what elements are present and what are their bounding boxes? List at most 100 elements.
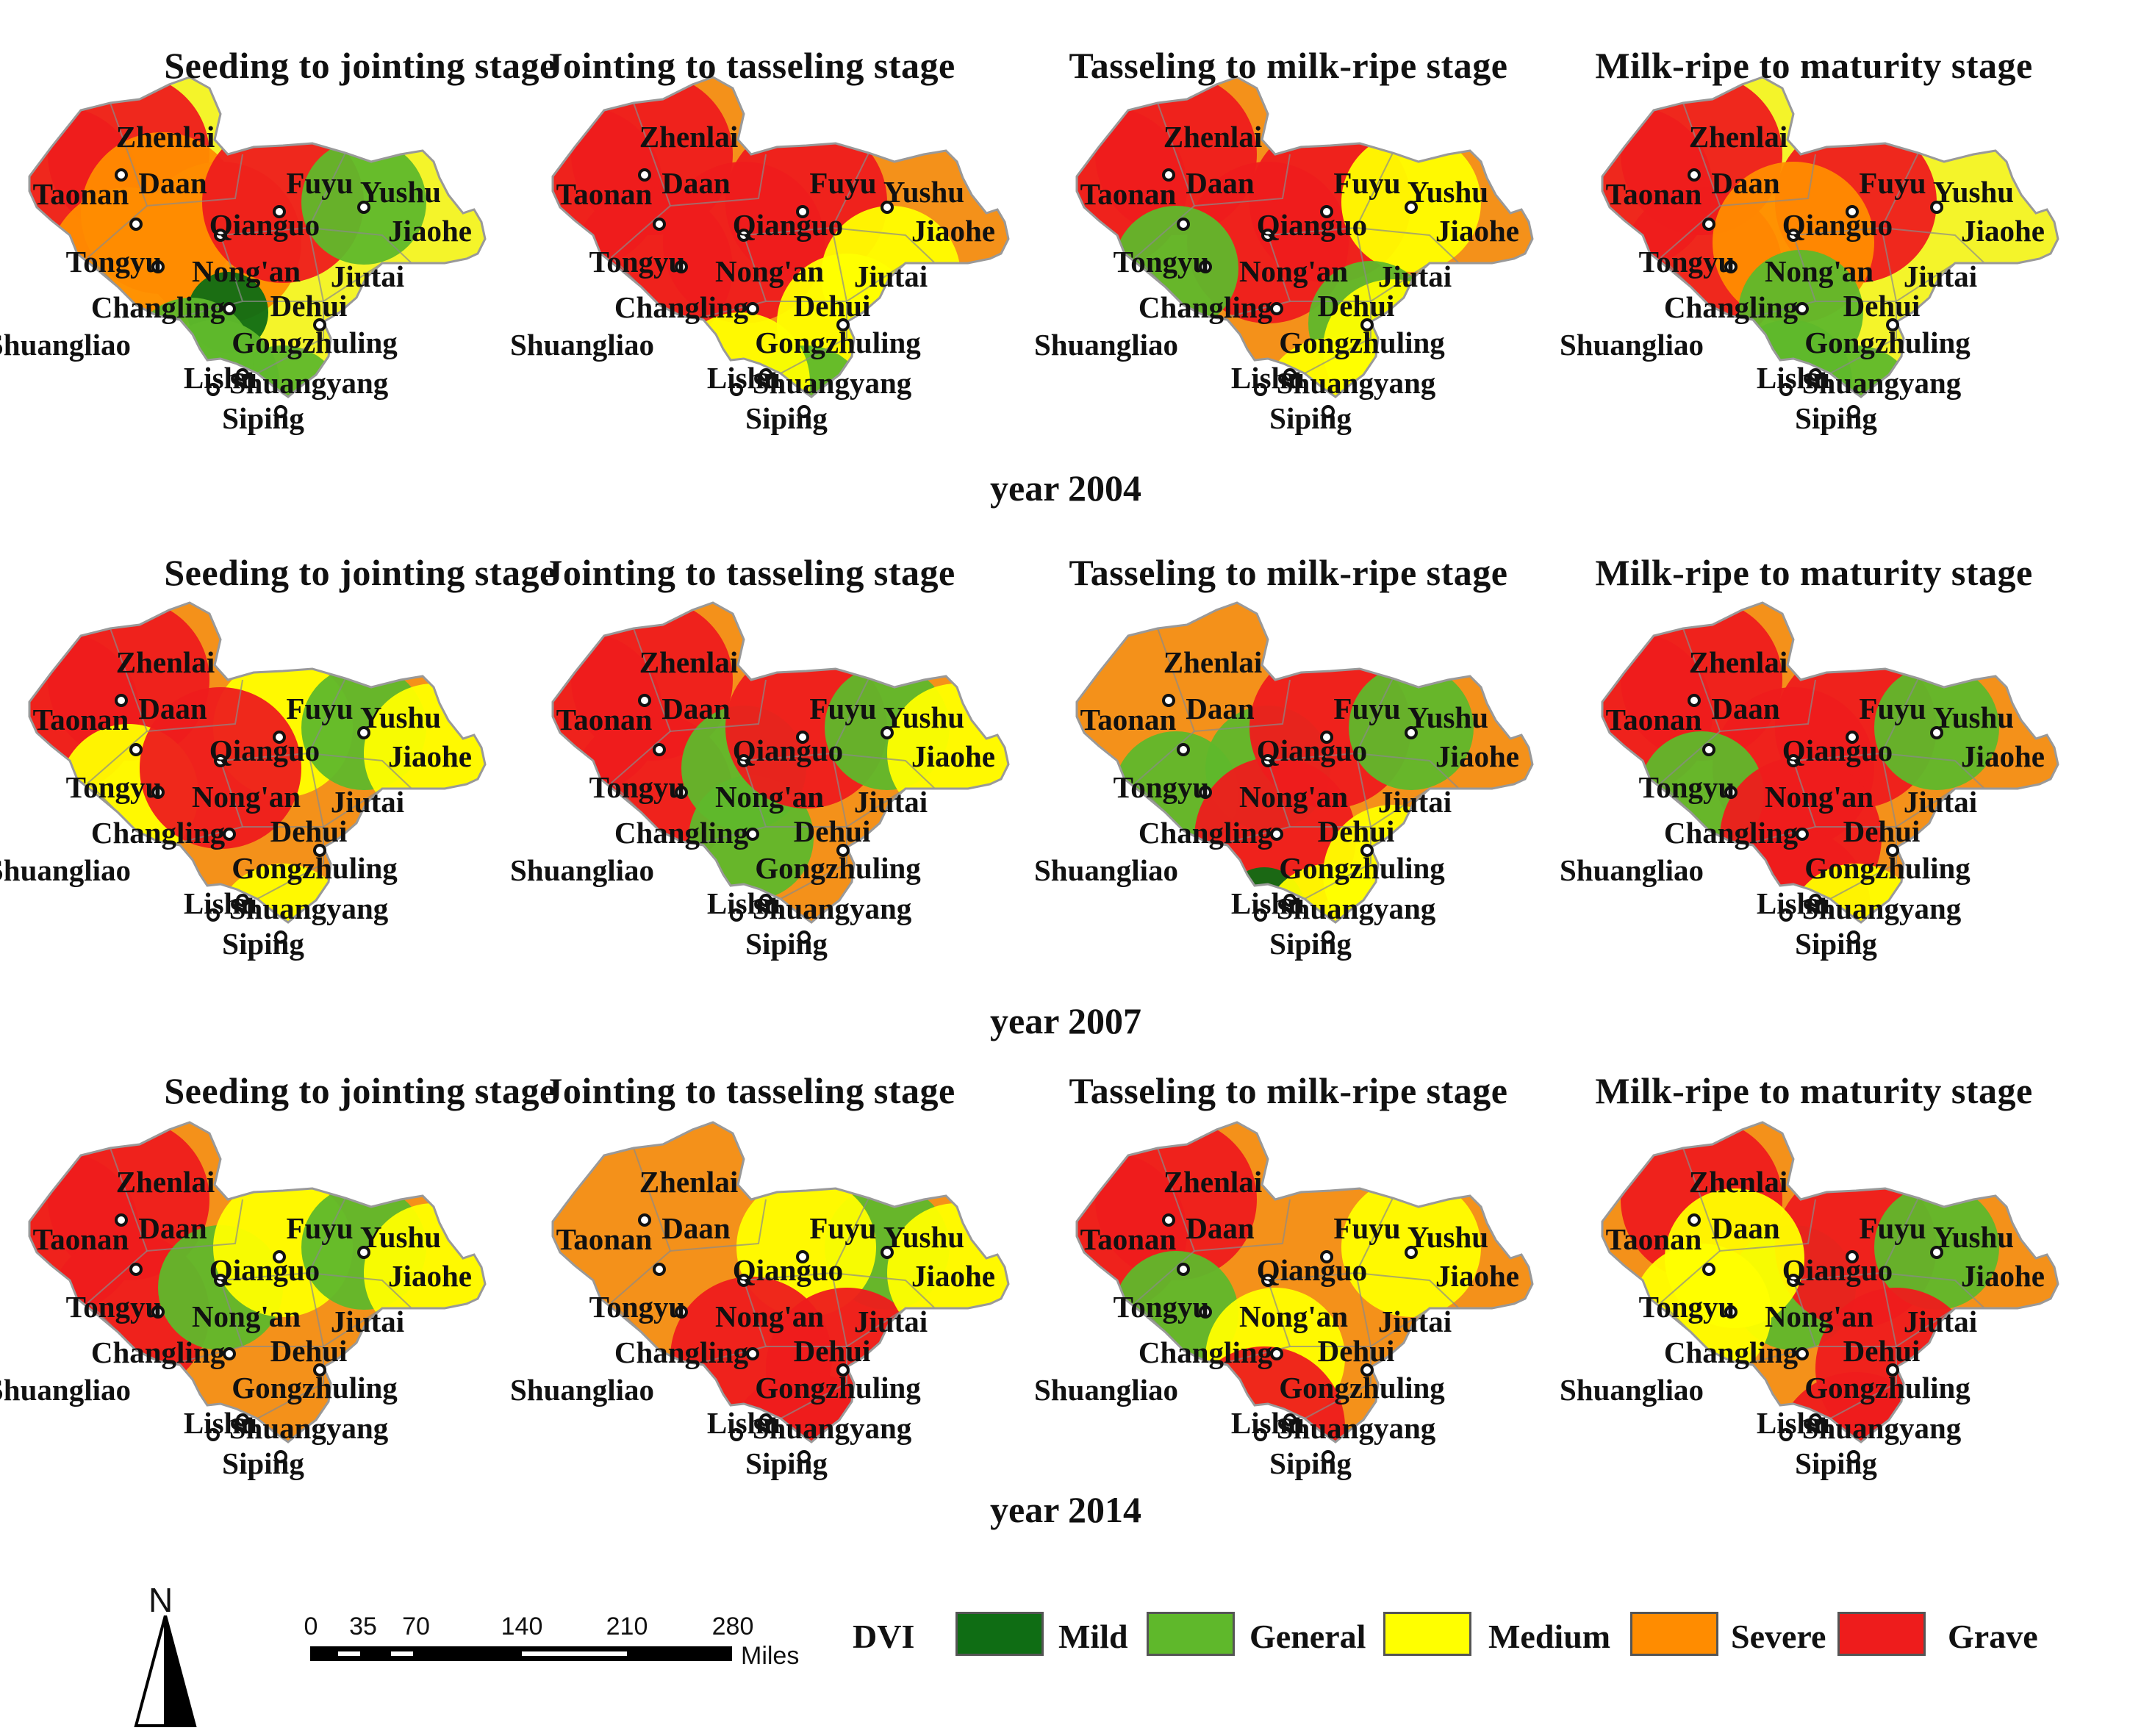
scale-tick-label: 35	[349, 1613, 377, 1640]
city-label: Nong'an	[192, 780, 301, 814]
scale-tick-label: 280	[711, 1613, 754, 1640]
city-label: Shuangliao	[1034, 1373, 1178, 1407]
city-label: Lishu	[707, 361, 781, 395]
panel-title: Seeding to jointing stage	[164, 552, 556, 593]
city-marker	[746, 828, 759, 841]
city-label: Gongzhuling	[232, 851, 398, 885]
city-label: Daan	[661, 692, 731, 725]
city-label: Yushu	[360, 700, 441, 734]
city-label: Dehui	[1318, 1334, 1395, 1368]
city-label: Shuangyang	[229, 1411, 389, 1445]
city-label: Shuangliao	[1560, 1373, 1704, 1407]
city-label: Fuyu	[1859, 692, 1926, 725]
city-label: Tongyu	[589, 245, 686, 279]
legend-swatch-severe	[1630, 1612, 1718, 1656]
city-marker	[214, 754, 227, 767]
city-label: Tongyu	[1114, 770, 1210, 804]
province-outline	[1075, 601, 1534, 924]
north-arrow-icon	[134, 1615, 197, 1727]
city-label: Nong'an	[1239, 254, 1348, 288]
city-label: Jiutai	[1378, 259, 1452, 293]
city-label: Jiutai	[331, 259, 404, 293]
legend-label-grave: Grave	[1948, 1618, 2038, 1655]
city-label: Shuangyang	[753, 892, 912, 925]
city-marker	[796, 205, 809, 218]
city-label: Taonan	[556, 177, 653, 211]
city-label: Jiutai	[854, 1305, 928, 1338]
city-label: Daan	[1186, 692, 1255, 725]
city-marker	[1199, 786, 1212, 799]
city-label: Dehui	[1843, 1334, 1921, 1368]
city-marker	[796, 731, 809, 744]
city-label: Qianguo	[1782, 1253, 1893, 1287]
city-label: Shuangliao	[0, 853, 131, 887]
city-label: Daan	[1186, 1211, 1255, 1245]
city-label: Siping	[745, 927, 828, 961]
city-marker	[1360, 318, 1374, 331]
city-marker	[223, 828, 236, 841]
city-label: Nong'an	[715, 254, 824, 288]
city-marker	[737, 1274, 750, 1287]
city-marker	[1796, 302, 1809, 315]
city-label: Yushu	[1408, 1220, 1488, 1254]
city-label: Dehui	[794, 289, 871, 323]
city-marker	[273, 205, 286, 218]
city-marker	[1688, 694, 1701, 707]
city-label: Shuangyang	[1277, 892, 1436, 925]
province-outline	[551, 76, 1010, 398]
city-label: Gongzhuling	[755, 1371, 921, 1405]
city-label: Yushu	[1933, 175, 2014, 209]
city-label: Tongyu	[1639, 770, 1735, 804]
city-label: Gongzhuling	[232, 326, 398, 359]
city-label: Shuangyang	[1802, 892, 1962, 925]
city-marker	[638, 168, 651, 182]
city-label: Taonan	[1606, 703, 1702, 736]
city-marker	[1320, 731, 1333, 744]
city-label: Zhenlai	[1163, 1165, 1262, 1199]
city-label: Jiutai	[1904, 785, 1977, 819]
city-label: Siping	[745, 1446, 828, 1480]
city-label: Shuangyang	[753, 366, 912, 400]
city-label: Yushu	[883, 700, 964, 734]
dvi-zone	[140, 687, 301, 849]
city-label: Yushu	[360, 175, 441, 209]
city-label: Dehui	[1843, 289, 1921, 323]
city-label: Fuyu	[1859, 1211, 1926, 1245]
city-label: Tongyu	[66, 245, 162, 279]
city-label: Lishu	[1231, 1406, 1305, 1440]
scale-tick-label: 0	[304, 1613, 318, 1640]
city-label: Taonan	[556, 1222, 653, 1256]
city-label: Qianguo	[733, 1253, 843, 1287]
city-marker	[1177, 218, 1190, 231]
map-legend-area: N 0 35 70 140 210 280 Miles DVI Mild Gen…	[0, 1558, 2130, 1736]
city-marker	[1702, 1263, 1715, 1276]
city-marker	[1886, 1363, 1899, 1377]
city-marker	[1796, 1347, 1809, 1360]
city-label: Gongzhuling	[755, 851, 921, 885]
city-marker	[881, 1246, 894, 1259]
city-label: Yushu	[1408, 175, 1488, 209]
city-label: Nong'an	[1765, 780, 1873, 814]
city-marker	[1930, 726, 1943, 739]
city-marker	[129, 218, 143, 231]
city-label: Changling	[1664, 816, 1799, 850]
province-outline	[1601, 1121, 2059, 1443]
city-marker	[737, 229, 750, 242]
city-label: Lishu	[1757, 886, 1830, 920]
scale-tick-label: 210	[606, 1613, 648, 1640]
panel-title: Seeding to jointing stage	[164, 1070, 556, 1111]
city-label: Daan	[1711, 1211, 1780, 1245]
city-label: Shuangliao	[1560, 328, 1704, 362]
city-label: Siping	[1269, 401, 1352, 435]
legend-label-mild: Mild	[1058, 1618, 1128, 1655]
city-marker	[1886, 844, 1899, 857]
city-label: Shuangyang	[1802, 366, 1962, 400]
city-label: Jiaohe	[1961, 1259, 2045, 1293]
city-label: Jiaohe	[1961, 739, 2045, 773]
city-label: Shuangliao	[0, 1373, 131, 1407]
city-marker	[653, 218, 666, 231]
city-marker	[1322, 1450, 1335, 1463]
